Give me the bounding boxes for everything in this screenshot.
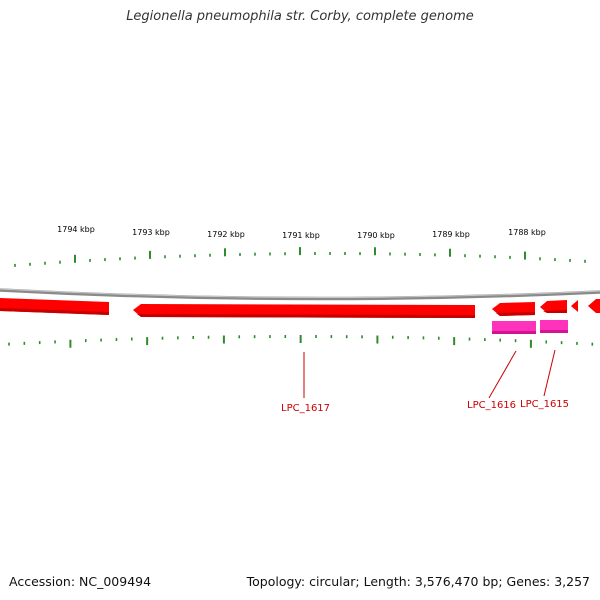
cds-feature-shade <box>496 312 535 316</box>
genome-backbone-highlight <box>0 288 600 299</box>
rna-feature-shade <box>492 331 536 334</box>
leader-line-lpc-1616 <box>488 350 517 399</box>
cds-feature-shade <box>0 308 109 315</box>
gene-label-lpc-1616[interactable]: LPC_1616 <box>467 400 516 411</box>
genome-backbone <box>0 288 600 301</box>
map-title: Legionella pneumophila str. Corby, compl… <box>126 9 474 24</box>
cds-feature[interactable] <box>588 299 600 313</box>
rna-feature[interactable] <box>540 320 568 333</box>
accession-text: Accession: NC_009494 <box>9 574 152 589</box>
rna-feature-shade <box>540 330 568 333</box>
gene-label-lpc-1617[interactable]: LPC_1617 <box>281 403 330 414</box>
scale-label: 1789 kbp <box>432 230 470 239</box>
cds-feature-lpc-1615[interactable] <box>540 300 567 313</box>
outer-scale-ticks <box>14 247 586 267</box>
inner-scale-ticks <box>8 335 594 348</box>
topology-info-text: Topology: circular; Length: 3,576,470 bp… <box>246 574 590 589</box>
scale-labels: 1794 kbp 1793 kbp 1792 kbp 1791 kbp 1790 kbp… <box>57 225 546 240</box>
gene-features <box>0 298 600 334</box>
cds-feature-shade <box>543 310 567 313</box>
gene-label-lpc-1615[interactable]: LPC_1615 <box>520 399 569 410</box>
rna-feature[interactable] <box>492 321 536 334</box>
scale-label: 1791 kbp <box>282 231 320 240</box>
scale-label: 1792 kbp <box>207 230 245 239</box>
cds-feature-shade <box>137 314 475 318</box>
scale-label: 1794 kbp <box>57 225 95 234</box>
leader-line-lpc-1615 <box>543 349 556 397</box>
scale-label: 1793 kbp <box>132 228 170 237</box>
scale-label: 1788 kbp <box>508 228 546 237</box>
cds-feature[interactable] <box>571 300 578 312</box>
scale-label: 1790 kbp <box>357 231 395 240</box>
